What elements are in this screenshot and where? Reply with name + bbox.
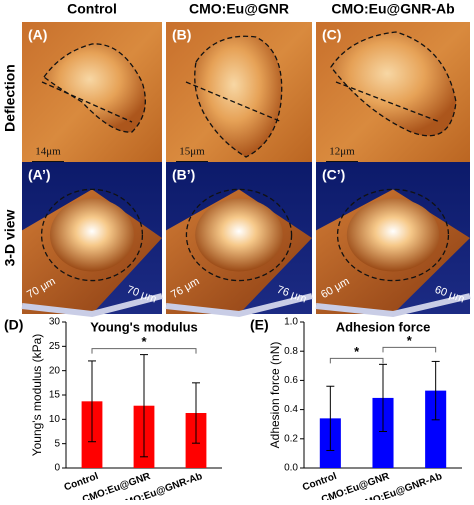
y-tick-label: 0.4 bbox=[284, 404, 298, 415]
y-tick-label: 0.2 bbox=[284, 433, 298, 444]
panel-label: (C’) bbox=[322, 167, 345, 183]
scale-bar-label: 15μm bbox=[179, 146, 205, 158]
significance-label: * bbox=[354, 344, 360, 359]
y-tick-label: 20 bbox=[49, 365, 61, 376]
y-tick-label: 5 bbox=[54, 438, 60, 449]
cell-outline bbox=[43, 43, 146, 133]
y-tick-label: 10 bbox=[49, 414, 61, 425]
y-axis-label: Adhesion force (nN) bbox=[268, 342, 282, 449]
cell-3d bbox=[195, 198, 283, 272]
y-tick-label: 0 bbox=[54, 463, 60, 474]
y-tick-label: 30 bbox=[49, 317, 61, 328]
column-title: CMO:Eu@GNR bbox=[189, 1, 289, 17]
scale-bar-label: 12μm bbox=[329, 146, 355, 158]
significance-bracket bbox=[382, 346, 437, 353]
axis-line bbox=[185, 81, 283, 123]
chart-title: Young's modulus bbox=[90, 319, 198, 334]
panel-label: (A) bbox=[28, 27, 47, 43]
significance-label: * bbox=[141, 334, 147, 349]
deflection-image: (A) 14μm bbox=[22, 22, 162, 174]
deflection-image: (B) 15μm bbox=[166, 22, 312, 174]
y-tick-label: 1.0 bbox=[284, 317, 298, 328]
y-tick-label: 0.0 bbox=[284, 463, 298, 474]
cell-outline bbox=[330, 31, 457, 137]
bar bbox=[425, 390, 447, 468]
panel-label: (D) bbox=[4, 317, 23, 333]
scale-bar-label: 14μm bbox=[35, 146, 61, 158]
cell-3d bbox=[346, 198, 440, 272]
view-image: (C’)60 μm 60 μm bbox=[315, 162, 471, 318]
y-tick-label: 25 bbox=[49, 341, 61, 352]
row-title: 3-D view bbox=[2, 209, 18, 266]
cell-outline bbox=[194, 35, 283, 158]
y-tick-label: 0.8 bbox=[284, 346, 298, 357]
cell bbox=[194, 36, 282, 157]
panel-label: (C) bbox=[322, 27, 341, 43]
significance-bracket bbox=[91, 348, 197, 354]
significance-label: * bbox=[407, 333, 413, 348]
bar bbox=[372, 397, 394, 468]
significance-bracket bbox=[329, 357, 384, 364]
axis-line bbox=[335, 81, 441, 123]
cell-3d bbox=[50, 198, 134, 272]
row-title: Deflection bbox=[2, 64, 18, 132]
cell bbox=[44, 43, 146, 133]
panel-label: (B’) bbox=[172, 167, 195, 183]
surface-edge bbox=[21, 293, 163, 318]
surface-edge bbox=[165, 293, 313, 318]
y-tick-label: 15 bbox=[49, 390, 61, 401]
panel-label: (E) bbox=[250, 317, 269, 333]
column-title: CMO:Eu@GNR-Ab bbox=[331, 1, 454, 17]
view-image: (B’)76 μm 76 μm bbox=[165, 162, 313, 318]
y-axis-label: Young's modulus (kPa) bbox=[30, 334, 44, 457]
chart-title: Adhesion force bbox=[336, 319, 431, 334]
deflection-image: (C) 12μm bbox=[316, 22, 470, 174]
panel-label: (B) bbox=[172, 27, 191, 43]
surface-edge bbox=[315, 293, 471, 318]
view-image: (A’)70 μm 70 μm bbox=[21, 162, 163, 318]
panel-label: (A’) bbox=[28, 167, 51, 183]
cell bbox=[331, 32, 456, 136]
cell-outline bbox=[185, 188, 293, 282]
column-title: Control bbox=[67, 1, 117, 17]
y-tick-label: 0.6 bbox=[284, 375, 298, 386]
axis-line bbox=[41, 81, 133, 123]
